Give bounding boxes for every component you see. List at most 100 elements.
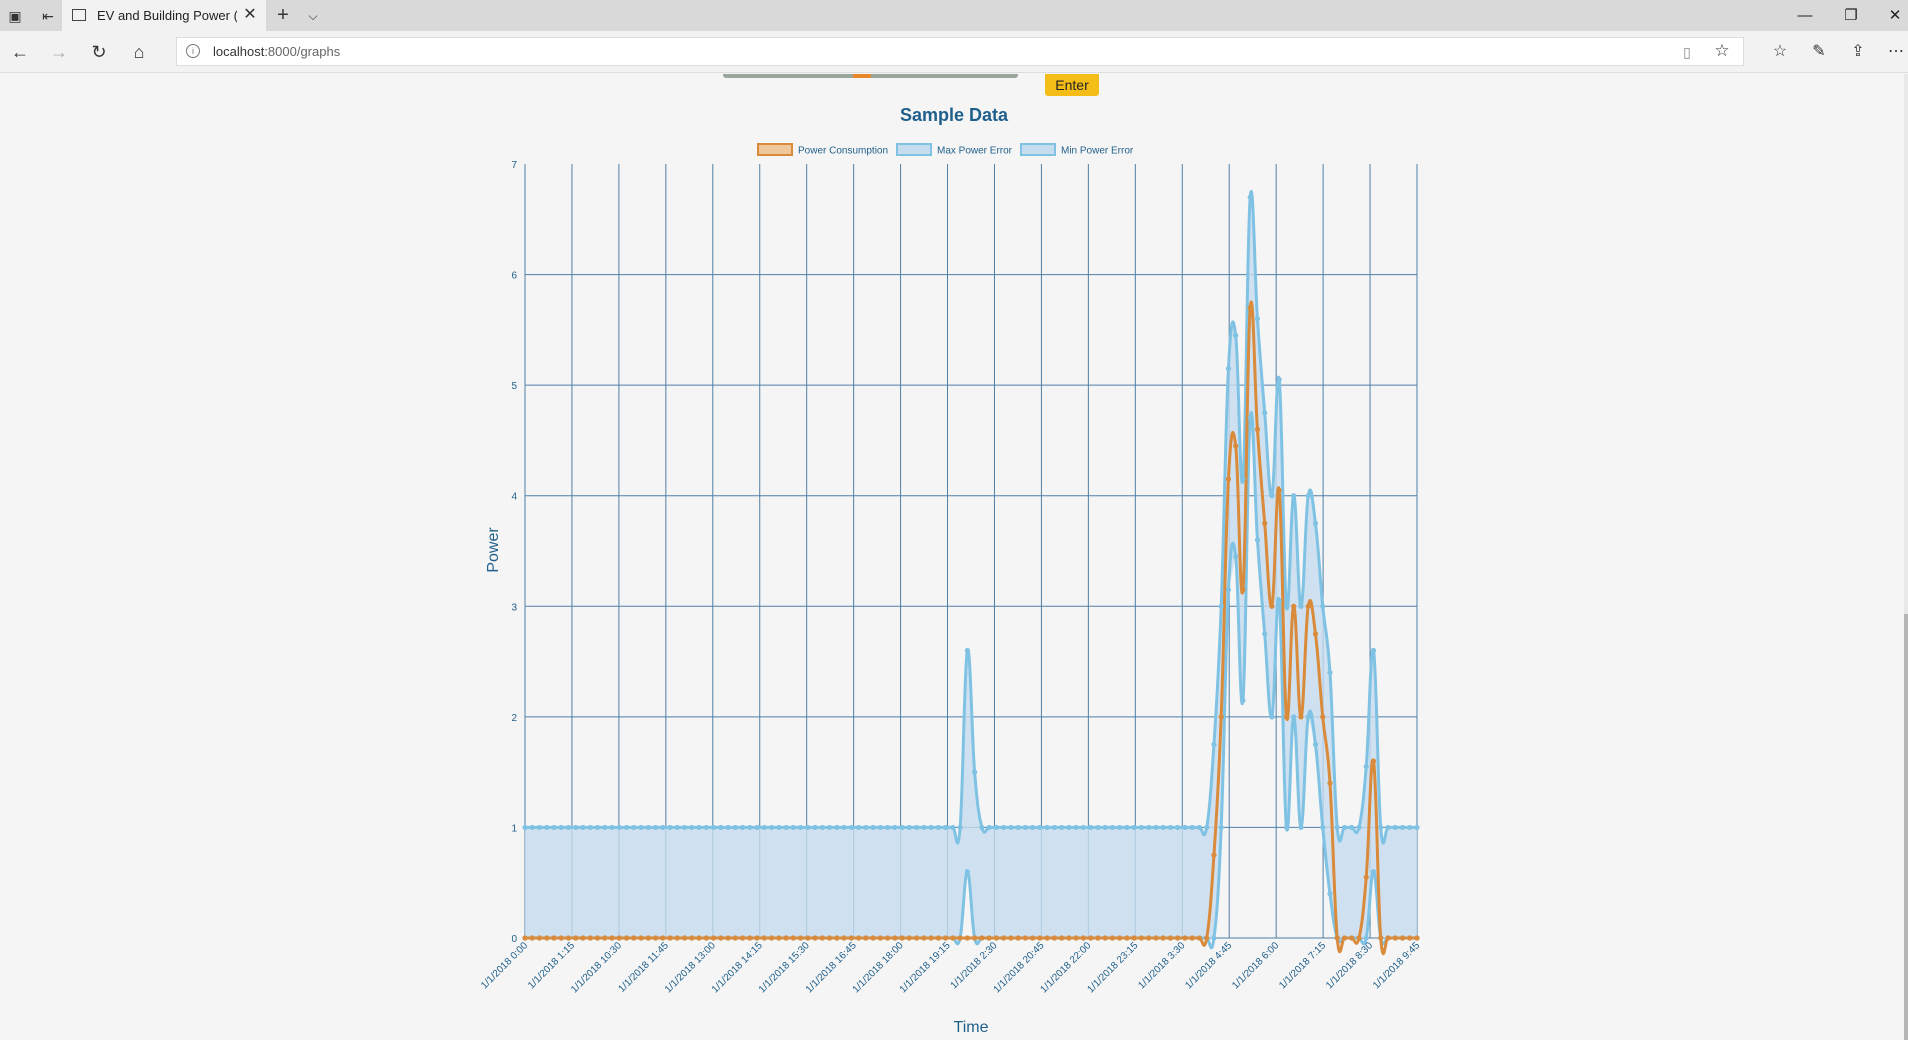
max-power-error-point (1240, 476, 1246, 482)
legend-min-power-error-swatch (1020, 143, 1056, 156)
power-consumption-point (826, 935, 833, 941)
y-tick-label: 5 (511, 381, 517, 392)
refresh-icon[interactable]: ↻ (91, 42, 107, 62)
favorites-icon[interactable]: ☆ (1772, 43, 1788, 60)
tab-active[interactable]: EV and Building Power ( ✕ (62, 0, 266, 31)
max-power-error-point (1276, 377, 1282, 383)
reading-view-icon[interactable]: ▯ (1683, 44, 1691, 60)
max-power-error-point (812, 824, 818, 831)
max-power-error-point (631, 824, 637, 831)
max-power-error-point (819, 824, 825, 831)
max-power-error-point (1160, 824, 1166, 831)
power-consumption-point (899, 935, 905, 941)
forward-arrow-icon[interactable]: → (50, 42, 68, 62)
plus-icon[interactable]: + (277, 4, 289, 26)
x-tick-label: 1/1/2018 3:30 (1136, 940, 1187, 991)
max-power-error-point (1095, 824, 1101, 831)
restore-icon[interactable]: ❐ (1844, 7, 1858, 24)
max-power-error-point (863, 824, 869, 831)
max-power-error-point (943, 824, 949, 831)
power-consumption-point (1327, 780, 1333, 786)
max-power-error-point (1073, 824, 1079, 831)
max-power-error-point (1066, 824, 1072, 831)
power-consumption-point (1131, 935, 1137, 941)
power-consumption-point (1044, 935, 1050, 941)
power-consumption-point (950, 935, 956, 941)
y-axis-ticks: 0 1 2 3 4 5 6 7 (511, 160, 517, 945)
minimize-icon[interactable]: — (1797, 7, 1813, 24)
max-power-error-point (1008, 824, 1014, 831)
max-power-error-point (1233, 332, 1239, 338)
url-input[interactable]: i localhost:8000/graphs ▯ ☆ (176, 37, 1744, 66)
power-consumption-point (1218, 714, 1224, 720)
pen-icon[interactable]: ✎ (1812, 43, 1826, 60)
power-consumption-point (1291, 603, 1297, 609)
power-consumption-point (1254, 426, 1261, 432)
max-power-error-point (783, 824, 789, 831)
max-power-error-point (1167, 824, 1174, 831)
share-icon[interactable]: ⇪ (1851, 43, 1865, 60)
power-consumption-point (783, 935, 789, 941)
url-host: localhost (213, 44, 265, 59)
max-power-error-point (805, 824, 811, 831)
close-icon[interactable]: ✕ (243, 6, 257, 23)
info-icon[interactable]: i (186, 44, 200, 58)
window-close-icon[interactable]: ✕ (1888, 7, 1902, 24)
slider-thumb[interactable] (853, 74, 872, 78)
set-aside-tabs-icon[interactable]: ⇤ (42, 8, 54, 24)
max-power-error-point (841, 824, 847, 831)
power-consumption-point (1240, 587, 1246, 593)
min-power-error-point (1247, 415, 1253, 421)
back-arrow-icon[interactable]: ← (11, 42, 29, 62)
more-icon[interactable]: ⋯ (1888, 43, 1904, 60)
page-scrollbar[interactable] (1904, 74, 1908, 1040)
max-power-error-point (536, 824, 543, 831)
y-tick-label: 4 (511, 492, 517, 503)
max-power-error-point (1407, 824, 1413, 831)
tab-preview-icon[interactable]: ▣ (8, 8, 22, 24)
max-power-error-point (906, 824, 912, 831)
max-power-error-point (732, 824, 738, 831)
min-power-error-point (1225, 587, 1232, 593)
power-consumption-point (1001, 935, 1007, 941)
max-power-error-point (1030, 824, 1036, 831)
power-consumption-point (1269, 603, 1275, 609)
power-consumption-point (1334, 935, 1340, 941)
x-tick-label: 1/1/2018 7:15 (1277, 940, 1328, 991)
min-power-error-point (1305, 714, 1311, 720)
max-power-error-point (1102, 824, 1108, 831)
max-power-error-point (645, 824, 651, 831)
power-consumption-point (1385, 935, 1391, 941)
min-power-error-point (1320, 824, 1326, 831)
max-power-error-point (1225, 365, 1232, 372)
power-consumption-point (1204, 935, 1210, 941)
max-power-error-point (551, 824, 557, 831)
max-power-error-point (1211, 741, 1217, 748)
home-icon[interactable]: ⌂ (133, 42, 145, 62)
tab-title: EV and Building Power ( (97, 8, 237, 23)
power-consumption-point (761, 935, 767, 941)
power-consumption-point (928, 935, 934, 941)
chevron-down-icon[interactable]: ⌵ (308, 9, 318, 23)
max-power-error-point (1117, 824, 1123, 831)
power-consumption-point (1160, 935, 1166, 941)
enter-button[interactable]: Enter (1045, 74, 1099, 96)
scrollbar-thumb[interactable] (1904, 614, 1908, 1040)
max-power-error-point (565, 824, 572, 831)
power-consumption-point (565, 935, 572, 941)
max-power-error-point (1291, 493, 1297, 499)
power-consumption-point (580, 935, 586, 941)
power-consumption-point (834, 935, 840, 941)
star-icon[interactable]: ☆ (1714, 41, 1730, 60)
max-power-error-point (885, 824, 891, 831)
power-consumption-point (725, 935, 731, 941)
max-power-error-point (855, 824, 862, 831)
power-chart: Power Consumption Max Power Error Min Powe… (479, 143, 1422, 1036)
power-consumption-point (797, 935, 804, 941)
x-tick-label: 1/1/2018 23:15 (1085, 940, 1140, 995)
min-power-error-point (1283, 824, 1290, 831)
y-tick-label: 3 (511, 602, 517, 613)
max-power-error-point (1356, 824, 1362, 831)
max-power-error-point (638, 824, 644, 831)
legend-min-power-error-label: Min Power Error (1061, 146, 1134, 157)
